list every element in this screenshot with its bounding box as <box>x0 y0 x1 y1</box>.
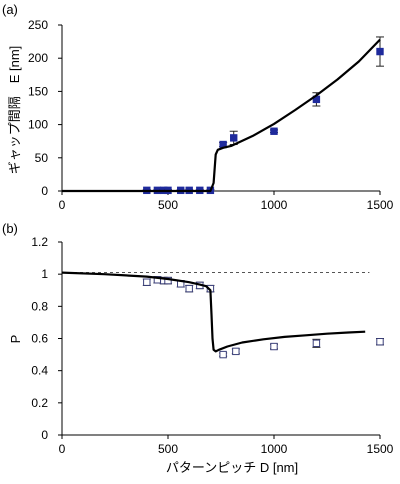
panel-b-y-tick-label: 0.2 <box>31 396 48 410</box>
panel-b-x-axis-title: パターンピッチ D [nm] <box>166 460 298 475</box>
panel-a-data-point <box>270 127 278 135</box>
panel-b-x-tick-label: 1500 <box>367 442 394 456</box>
panel-b-data-point <box>164 276 172 285</box>
panel-a-label: (a) <box>2 2 18 17</box>
panel-a-theory-curve <box>62 38 381 193</box>
panel-b-x-tick-label: 1000 <box>261 442 288 456</box>
panel-a-y-tick-label: 250 <box>28 18 48 32</box>
panel-b-data-point <box>312 339 321 348</box>
panel-a-x-tick-label: 1500 <box>367 198 394 212</box>
panel-a-y-tick-label: 200 <box>28 51 48 65</box>
panel-b-y-tick-label: 0.8 <box>31 299 48 313</box>
panel-a-x-tick-label: 0 <box>59 198 66 212</box>
panel-b-data-point <box>270 342 278 351</box>
panel-a-x-tick-label: 1000 <box>261 198 288 212</box>
panel-b-theory-curve <box>61 271 366 353</box>
panel-a-y-tick-label: 100 <box>28 118 48 132</box>
panel-a-y-axis-title: ギャップ間隔 E [nm] <box>7 46 22 175</box>
panel-a-data-point <box>230 134 238 142</box>
panel-b-y-tick-label: 0.6 <box>31 332 48 346</box>
panel-b-data-point <box>219 350 227 359</box>
panel-b-y-tick-label: 0 <box>41 428 48 442</box>
panel-b: 0 0.2 0.4 0.6 0.8 1 1.2 0 500 1000 1500 <box>31 235 393 456</box>
panel-b-data-point <box>376 338 384 346</box>
panel-b-data-point <box>185 284 193 293</box>
panel-a-data-point <box>376 47 384 56</box>
panel-a-x-tick-label: 500 <box>158 198 178 212</box>
panel-b-label: (b) <box>2 221 18 236</box>
panel-b-data-point <box>232 347 240 356</box>
panel-b-y-tick-label: 1.2 <box>31 235 48 249</box>
panel-b-y-tick-label: 0.4 <box>31 364 48 378</box>
panel-a-y-tick-label: 50 <box>35 151 49 165</box>
panel-a-y-tick-label: 150 <box>28 84 48 98</box>
panel-b-y-axis-title: P <box>8 335 23 344</box>
panel-b-y-tick-label: 1 <box>41 267 48 281</box>
panel-a-y-tick-label: 0 <box>41 184 48 198</box>
panel-a: 0 50 100 150 200 250 0 500 1000 1500 <box>28 18 394 212</box>
panel-b-data-point <box>143 278 151 286</box>
panel-b-x-tick-label: 500 <box>158 442 178 456</box>
panel-b-x-tick-label: 0 <box>59 442 66 456</box>
